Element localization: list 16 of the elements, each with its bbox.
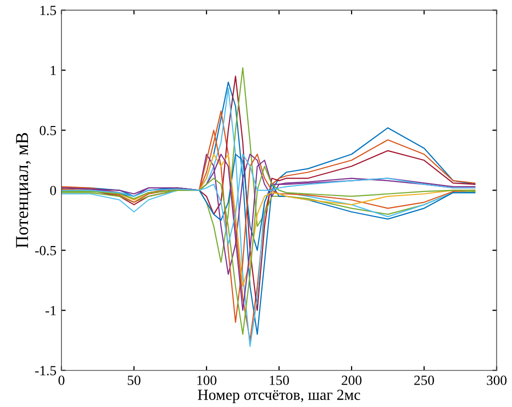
y-axis-title: Потенциал, мВ [16,132,32,248]
x-tick-label: 150 [270,376,289,386]
y-tick-label: 1.5 [40,6,56,16]
y-tick-label: -1 [46,306,56,316]
x-tick-label: 250 [414,376,434,386]
x-tick-label: 200 [342,376,362,386]
y-tick-label: 0 [50,186,56,196]
x-tick-label: 50 [128,376,140,386]
y-tick-label: 0.5 [40,126,56,136]
x-tick-label: 0 [58,376,64,386]
y-tick-label: -0.5 [35,246,56,256]
y-tick-label: -1.5 [35,366,56,376]
y-tick-label: 1 [50,66,56,76]
x-axis-title: Номер отсчётов, шаг 2мс [198,390,360,404]
x-tick-label: 300 [486,376,507,386]
x-tick-label: 100 [197,376,216,386]
